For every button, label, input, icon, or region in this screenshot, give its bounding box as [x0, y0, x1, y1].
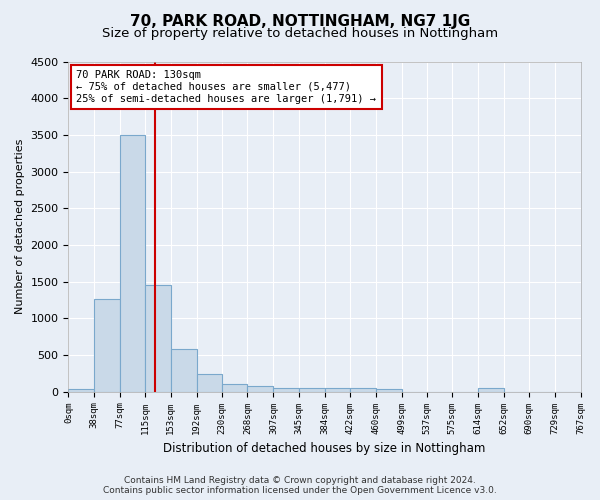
Bar	[478, 388, 504, 392]
Bar	[299, 388, 325, 392]
Text: 70 PARK ROAD: 130sqm
← 75% of detached houses are smaller (5,477)
25% of semi-de: 70 PARK ROAD: 130sqm ← 75% of detached h…	[76, 70, 376, 104]
X-axis label: Distribution of detached houses by size in Nottingham: Distribution of detached houses by size …	[163, 442, 485, 455]
Bar	[145, 284, 170, 392]
Bar	[222, 384, 247, 392]
Text: 70, PARK ROAD, NOTTINGHAM, NG7 1JG: 70, PARK ROAD, NOTTINGHAM, NG7 1JG	[130, 14, 470, 29]
Bar	[350, 388, 376, 392]
Bar	[68, 389, 94, 392]
Bar	[274, 388, 299, 392]
Text: Contains HM Land Registry data © Crown copyright and database right 2024.
Contai: Contains HM Land Registry data © Crown c…	[103, 476, 497, 495]
Bar	[120, 135, 145, 392]
Bar	[94, 298, 120, 392]
Y-axis label: Number of detached properties: Number of detached properties	[15, 139, 25, 314]
Text: Size of property relative to detached houses in Nottingham: Size of property relative to detached ho…	[102, 28, 498, 40]
Bar	[247, 386, 274, 392]
Bar	[325, 388, 350, 392]
Bar	[376, 389, 401, 392]
Bar	[197, 374, 222, 392]
Bar	[170, 349, 197, 392]
